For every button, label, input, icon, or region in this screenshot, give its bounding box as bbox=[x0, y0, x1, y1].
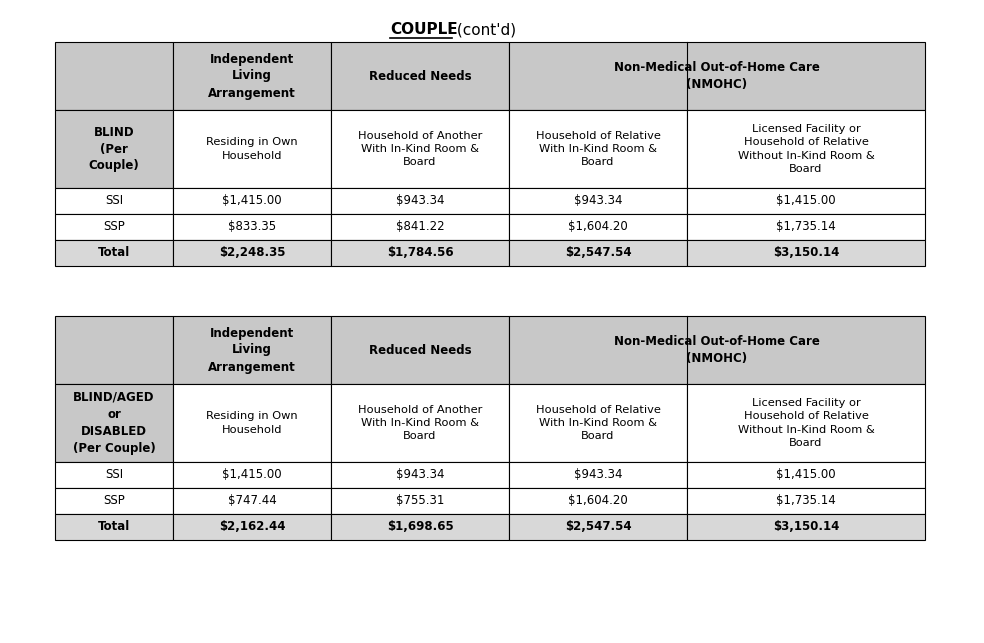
Text: Independent
Living
Arrangement: Independent Living Arrangement bbox=[209, 327, 296, 374]
Bar bbox=[687, 110, 925, 188]
Bar bbox=[55, 240, 173, 266]
Bar bbox=[509, 42, 925, 110]
Bar bbox=[331, 488, 509, 514]
Text: BLIND
(Per
Couple): BLIND (Per Couple) bbox=[89, 125, 140, 172]
Text: Total: Total bbox=[97, 246, 130, 260]
Text: Licensed Facility or
Household of Relative
Without In-Kind Room &
Board: Licensed Facility or Household of Relati… bbox=[738, 124, 875, 174]
Text: $943.34: $943.34 bbox=[396, 469, 444, 482]
Bar bbox=[55, 42, 173, 110]
Text: $1,698.65: $1,698.65 bbox=[387, 520, 454, 534]
Bar bbox=[55, 462, 173, 488]
Text: $943.34: $943.34 bbox=[396, 194, 444, 208]
Bar bbox=[55, 188, 173, 214]
Bar bbox=[173, 110, 331, 188]
Text: SSI: SSI bbox=[105, 469, 123, 482]
Bar bbox=[509, 514, 687, 540]
Text: Non-Medical Out-of-Home Care
(NMOHC): Non-Medical Out-of-Home Care (NMOHC) bbox=[614, 335, 820, 365]
Text: $2,547.54: $2,547.54 bbox=[565, 246, 632, 260]
Bar bbox=[687, 214, 925, 240]
Bar bbox=[331, 42, 509, 110]
Text: Reduced Needs: Reduced Needs bbox=[369, 69, 471, 82]
Bar bbox=[509, 316, 925, 384]
Text: $3,150.14: $3,150.14 bbox=[772, 246, 839, 260]
Bar bbox=[55, 316, 173, 384]
Text: Independent
Living
Arrangement: Independent Living Arrangement bbox=[209, 53, 296, 100]
Bar bbox=[173, 240, 331, 266]
Bar bbox=[687, 240, 925, 266]
Text: Household of Another
With In-Kind Room &
Board: Household of Another With In-Kind Room &… bbox=[358, 405, 482, 441]
Text: $1,415.00: $1,415.00 bbox=[222, 194, 281, 208]
Text: SSI: SSI bbox=[105, 194, 123, 208]
Text: $1,735.14: $1,735.14 bbox=[776, 221, 835, 233]
Bar bbox=[173, 488, 331, 514]
Text: Household of Relative
With In-Kind Room &
Board: Household of Relative With In-Kind Room … bbox=[535, 131, 660, 167]
Text: $833.35: $833.35 bbox=[228, 221, 277, 233]
Bar bbox=[173, 462, 331, 488]
Bar bbox=[687, 188, 925, 214]
Text: Residing in Own
Household: Residing in Own Household bbox=[207, 138, 298, 161]
Bar bbox=[509, 462, 687, 488]
Bar bbox=[55, 110, 173, 188]
Bar bbox=[331, 214, 509, 240]
Bar bbox=[55, 214, 173, 240]
Text: $943.34: $943.34 bbox=[574, 469, 622, 482]
Text: $2,162.44: $2,162.44 bbox=[218, 520, 285, 534]
Text: BLIND/AGED
or
DISABLED
(Per Couple): BLIND/AGED or DISABLED (Per Couple) bbox=[73, 391, 155, 455]
Bar bbox=[331, 110, 509, 188]
Text: $1,735.14: $1,735.14 bbox=[776, 494, 835, 507]
Text: Household of Another
With In-Kind Room &
Board: Household of Another With In-Kind Room &… bbox=[358, 131, 482, 167]
Bar bbox=[55, 384, 173, 462]
Bar bbox=[173, 214, 331, 240]
Bar bbox=[509, 110, 687, 188]
Text: Residing in Own
Household: Residing in Own Household bbox=[207, 412, 298, 435]
Bar bbox=[331, 188, 509, 214]
Text: $1,415.00: $1,415.00 bbox=[776, 469, 835, 482]
Text: $755.31: $755.31 bbox=[396, 494, 444, 507]
Text: Household of Relative
With In-Kind Room &
Board: Household of Relative With In-Kind Room … bbox=[535, 405, 660, 441]
Bar bbox=[173, 316, 331, 384]
Bar bbox=[509, 384, 687, 462]
Bar bbox=[55, 488, 173, 514]
Text: $3,150.14: $3,150.14 bbox=[772, 520, 839, 534]
Text: $841.22: $841.22 bbox=[396, 221, 445, 233]
Bar bbox=[331, 384, 509, 462]
Text: $1,604.20: $1,604.20 bbox=[568, 221, 628, 233]
Text: $1,415.00: $1,415.00 bbox=[776, 194, 835, 208]
Bar bbox=[331, 316, 509, 384]
Text: SSP: SSP bbox=[103, 494, 125, 507]
Bar bbox=[509, 214, 687, 240]
Text: $1,604.20: $1,604.20 bbox=[568, 494, 628, 507]
Bar bbox=[687, 462, 925, 488]
Bar bbox=[509, 188, 687, 214]
Bar bbox=[55, 514, 173, 540]
Text: $1,784.56: $1,784.56 bbox=[387, 246, 454, 260]
Bar bbox=[509, 240, 687, 266]
Bar bbox=[173, 42, 331, 110]
Text: Total: Total bbox=[97, 520, 130, 534]
Bar bbox=[687, 514, 925, 540]
Bar bbox=[331, 240, 509, 266]
Bar bbox=[173, 188, 331, 214]
Text: $943.34: $943.34 bbox=[574, 194, 622, 208]
Text: $2,547.54: $2,547.54 bbox=[565, 520, 632, 534]
Text: Licensed Facility or
Household of Relative
Without In-Kind Room &
Board: Licensed Facility or Household of Relati… bbox=[738, 398, 875, 448]
Text: $1,415.00: $1,415.00 bbox=[222, 469, 281, 482]
Bar bbox=[173, 384, 331, 462]
Text: Reduced Needs: Reduced Needs bbox=[369, 343, 471, 356]
Bar bbox=[687, 488, 925, 514]
Text: $747.44: $747.44 bbox=[227, 494, 277, 507]
Bar bbox=[173, 514, 331, 540]
Bar bbox=[331, 462, 509, 488]
Text: COUPLE: COUPLE bbox=[390, 23, 458, 37]
Bar bbox=[331, 514, 509, 540]
Text: Non-Medical Out-of-Home Care
(NMOHC): Non-Medical Out-of-Home Care (NMOHC) bbox=[614, 61, 820, 91]
Bar bbox=[509, 488, 687, 514]
Text: $2,248.35: $2,248.35 bbox=[218, 246, 285, 260]
Bar bbox=[687, 384, 925, 462]
Text: (cont'd): (cont'd) bbox=[452, 23, 517, 37]
Text: SSP: SSP bbox=[103, 221, 125, 233]
